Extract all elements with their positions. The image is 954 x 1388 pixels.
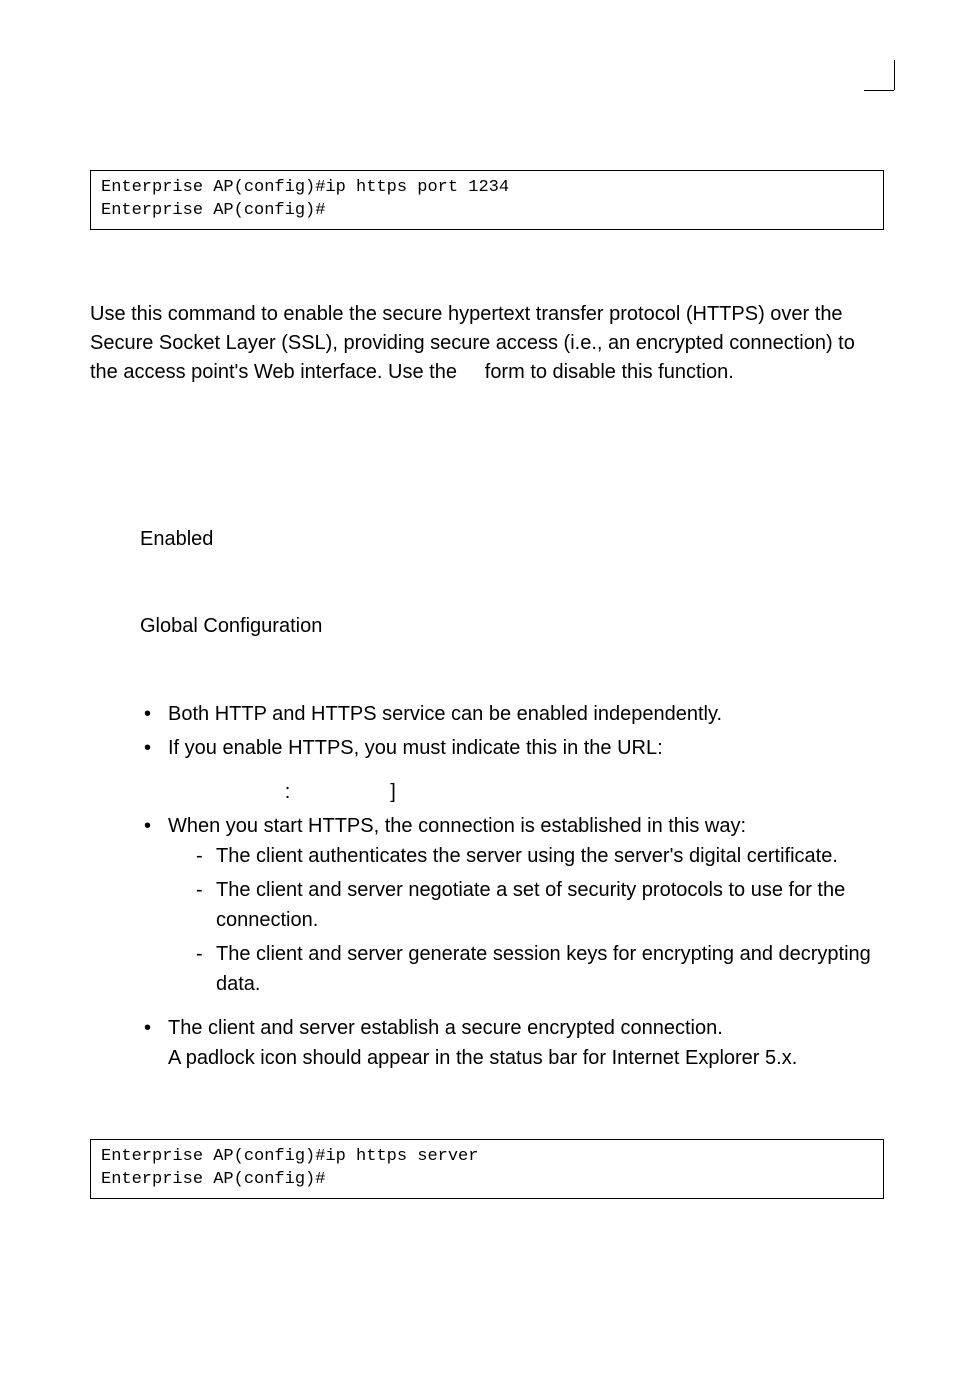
code-line: Enterprise AP(config)# [101,1170,325,1189]
code-line: Enterprise AP(config)# [101,201,325,220]
sub-list-item: The client authenticates the server usin… [194,841,884,871]
list-text: If you enable HTTPS, you must indicate t… [168,737,663,759]
code-line: Enterprise AP(config)#ip https server [101,1147,478,1166]
code-line: Enterprise AP(config)#ip https port 1234 [101,178,509,197]
list-text-l1: The client and server establish a secure… [168,1017,723,1039]
url-format-line: : ] [168,777,884,807]
sub-list: The client authenticates the server usin… [194,841,884,999]
usage-list-cont: When you start HTTPS, the connection is … [140,811,884,999]
default-setting: Enabled [140,525,884,554]
list-item: Both HTTP and HTTPS service can be enabl… [140,699,884,729]
command-mode: Global Configuration [140,612,884,641]
code-block-2: Enterprise AP(config)#ip https server En… [90,1139,884,1199]
usage-list-final: The client and server establish a secure… [140,1013,884,1073]
list-text-l2: A padlock icon should appear in the stat… [168,1047,797,1069]
crop-mark [864,60,924,120]
list-item: When you start HTTPS, the connection is … [140,811,884,999]
sub-list-item: The client and server negotiate a set of… [194,875,884,935]
usage-list: Both HTTP and HTTPS service can be enabl… [140,699,884,763]
code-block-1: Enterprise AP(config)#ip https port 1234… [90,170,884,230]
list-item: If you enable HTTPS, you must indicate t… [140,733,884,763]
list-text: When you start HTTPS, the connection is … [168,815,746,837]
list-item: The client and server establish a secure… [140,1013,884,1073]
intro-paragraph: Use this command to enable the secure hy… [90,300,884,387]
sub-list-item: The client and server generate session k… [194,939,884,999]
